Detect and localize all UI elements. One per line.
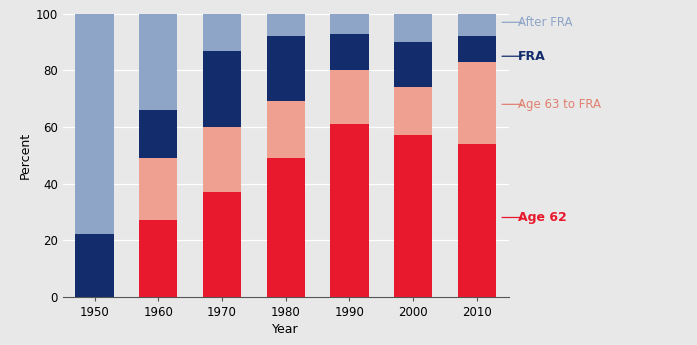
Bar [330, 14, 369, 33]
Bar [458, 14, 496, 37]
Bar [267, 14, 305, 37]
Bar [394, 87, 432, 136]
Bar [267, 158, 305, 297]
Bar [203, 192, 241, 297]
Text: Age 63 to FRA: Age 63 to FRA [518, 98, 601, 111]
Bar [139, 110, 178, 158]
Bar [139, 14, 178, 110]
Bar [394, 136, 432, 297]
Bar [330, 124, 369, 297]
Bar [330, 33, 369, 70]
Y-axis label: Percent: Percent [18, 132, 31, 179]
Bar [458, 144, 496, 297]
Bar [139, 158, 178, 220]
Bar [394, 42, 432, 87]
Bar [203, 127, 241, 192]
Text: FRA: FRA [518, 50, 546, 63]
Bar [139, 220, 178, 297]
Bar [458, 37, 496, 62]
Bar [203, 51, 241, 127]
Text: Age 62: Age 62 [518, 211, 567, 224]
Bar [458, 62, 496, 144]
Bar [267, 37, 305, 101]
X-axis label: Year: Year [273, 323, 299, 336]
Bar [203, 14, 241, 51]
Bar [75, 235, 114, 297]
Bar [330, 70, 369, 124]
Bar [75, 14, 114, 235]
Text: After FRA: After FRA [518, 16, 572, 29]
Bar [394, 14, 432, 42]
Bar [267, 101, 305, 158]
